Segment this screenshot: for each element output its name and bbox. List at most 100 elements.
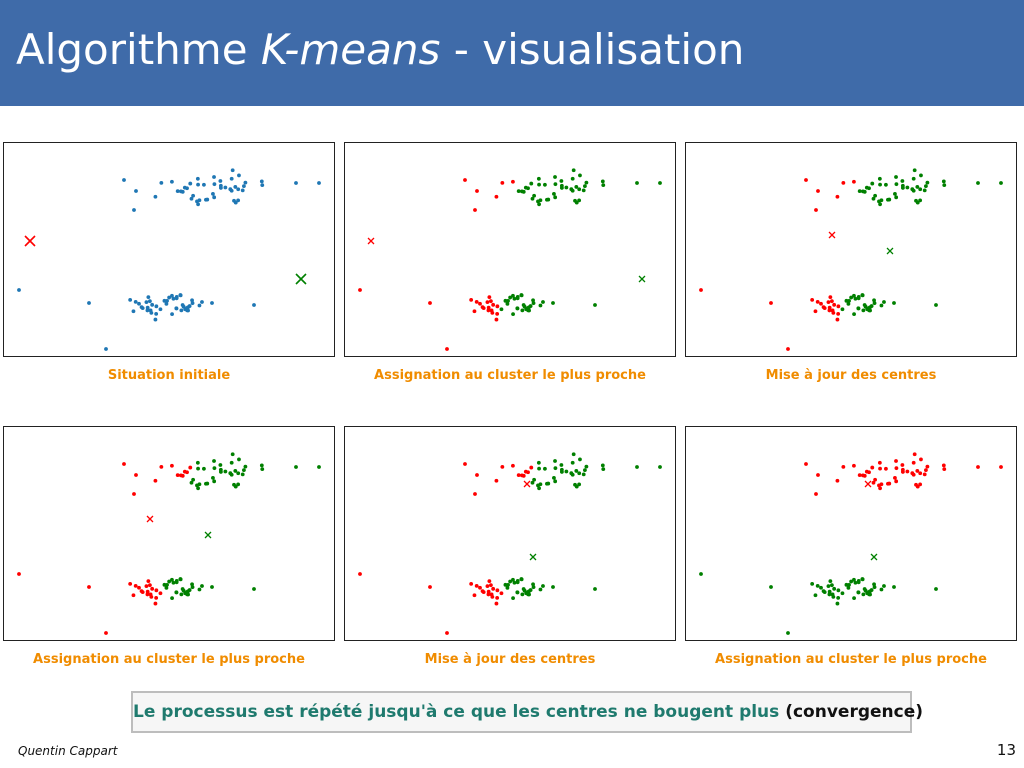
data-point	[150, 586, 155, 591]
data-point	[658, 181, 662, 185]
data-point	[149, 594, 154, 599]
data-point	[911, 460, 916, 465]
data-point	[861, 473, 865, 478]
data-point	[185, 308, 190, 313]
data-point	[511, 463, 515, 468]
data-point	[537, 486, 541, 491]
data-point	[478, 301, 482, 306]
data-point	[463, 178, 467, 182]
data-point	[832, 586, 837, 591]
data-point	[814, 208, 818, 212]
data-point	[523, 469, 528, 474]
data-point	[529, 465, 534, 470]
data-point	[475, 189, 479, 193]
data-point	[831, 310, 836, 315]
data-point	[846, 302, 851, 306]
data-point	[893, 191, 897, 196]
data-point	[877, 460, 882, 465]
data-point	[578, 173, 582, 178]
data-point	[259, 463, 264, 468]
data-point	[162, 582, 167, 587]
data-point	[486, 589, 491, 594]
data-point	[552, 191, 556, 196]
data-point	[849, 579, 854, 584]
data-point	[122, 178, 126, 182]
data-point	[17, 572, 21, 576]
data-point	[551, 585, 555, 589]
data-point	[852, 577, 856, 582]
data-point	[494, 478, 499, 483]
data-point	[260, 467, 265, 472]
data-point	[191, 477, 196, 482]
data-point	[485, 584, 490, 589]
data-point	[137, 301, 141, 306]
data-point	[154, 588, 159, 593]
data-point	[487, 295, 492, 299]
data-point	[564, 469, 569, 474]
slide-title: Algorithme K-means - visualisation	[16, 22, 744, 78]
data-point	[490, 594, 495, 599]
scatter-panel-5	[344, 426, 676, 641]
data-point	[861, 189, 865, 194]
data-point	[87, 301, 91, 305]
data-point	[229, 176, 234, 181]
data-point	[905, 469, 910, 474]
data-point	[892, 301, 896, 305]
data-point	[531, 298, 535, 303]
data-point	[139, 589, 144, 594]
data-point	[200, 584, 204, 588]
data-point	[190, 585, 195, 590]
data-point	[570, 176, 575, 181]
data-point	[918, 471, 923, 476]
scatter-panel-2	[344, 142, 676, 357]
data-point	[894, 466, 899, 471]
data-point	[223, 469, 228, 474]
slide-title-emphasis: K-means	[260, 25, 441, 74]
data-point	[515, 306, 520, 311]
data-point	[840, 307, 845, 312]
data-point	[578, 457, 582, 462]
author: Quentin Cappart	[18, 744, 118, 758]
data-point	[236, 187, 241, 192]
data-point	[164, 302, 169, 306]
data-point	[490, 310, 495, 315]
data-point	[918, 187, 923, 192]
data-point	[171, 580, 176, 585]
data-point	[445, 631, 449, 635]
data-point	[911, 176, 916, 181]
data-point	[872, 582, 876, 587]
data-point	[924, 184, 928, 189]
data-point	[204, 197, 208, 202]
data-point	[827, 589, 832, 594]
page-number: 13	[996, 741, 1016, 759]
data-point	[185, 592, 190, 597]
data-point	[878, 466, 882, 471]
scatter-plot-5	[358, 452, 662, 635]
data-point	[900, 463, 905, 467]
caption-5: Mise à jour des centres	[424, 652, 596, 667]
data-point	[154, 304, 159, 309]
data-point	[511, 179, 515, 184]
data-point	[846, 586, 851, 590]
data-point	[87, 585, 91, 589]
data-point	[941, 463, 946, 468]
data-point	[856, 590, 861, 595]
data-point	[530, 196, 535, 201]
data-point	[512, 296, 517, 301]
data-point	[853, 296, 858, 301]
data-point	[878, 182, 882, 187]
data-point	[573, 482, 577, 487]
data-point	[175, 473, 180, 478]
data-point	[786, 347, 790, 351]
data-point	[813, 593, 818, 598]
data-point	[852, 596, 856, 601]
caption-4: Assignation au cluster le plus proche	[33, 652, 305, 667]
data-point	[495, 588, 500, 593]
data-point	[174, 580, 179, 585]
data-point	[223, 185, 228, 190]
data-point	[489, 583, 493, 588]
data-point	[553, 182, 558, 187]
data-point	[212, 459, 216, 463]
data-point	[819, 585, 823, 590]
data-point	[189, 480, 194, 485]
